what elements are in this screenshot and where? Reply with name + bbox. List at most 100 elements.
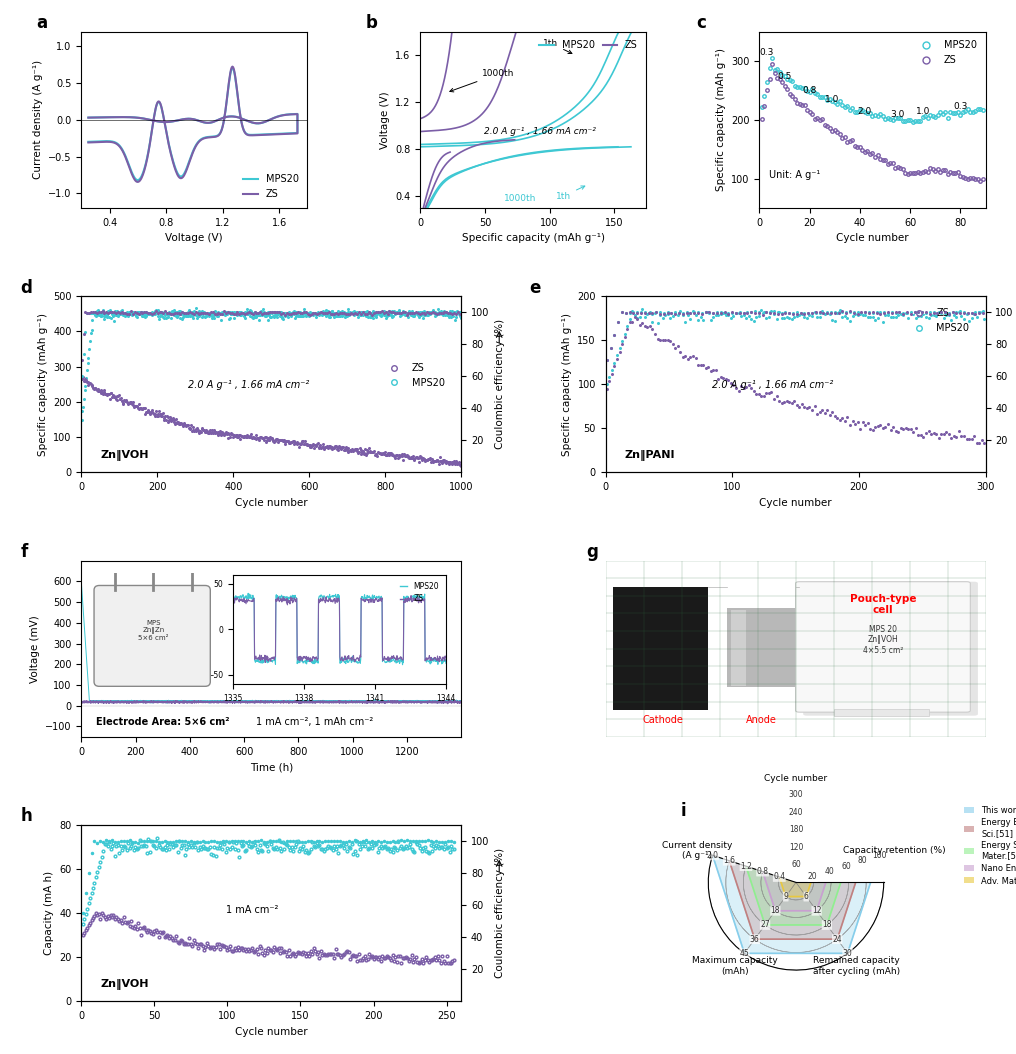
Y-axis label: Capacity (mA h): Capacity (mA h)	[44, 871, 54, 955]
Text: 27: 27	[760, 920, 770, 930]
MPS20	[191, 138, 203, 151]
ZS	[455, 696, 467, 708]
MPS20	[174, 696, 186, 708]
Line: MPS20: MPS20	[88, 69, 298, 180]
ZS	[194, 696, 206, 708]
ZS	[753, 387, 765, 399]
Text: 30: 30	[842, 949, 852, 958]
Text: 0.3: 0.3	[760, 48, 774, 57]
ZS	[220, 111, 233, 123]
Text: 60: 60	[841, 861, 851, 871]
Text: 0.5: 0.5	[777, 72, 791, 81]
Text: 1.0: 1.0	[915, 106, 930, 116]
MPS20	[82, 112, 94, 124]
MPS20	[184, 113, 196, 125]
ZS	[408, 697, 421, 709]
Text: 180: 180	[788, 825, 804, 835]
Text: h: h	[20, 807, 33, 825]
ZS	[184, 113, 196, 125]
Text: 1th: 1th	[544, 39, 572, 54]
ZS	[446, 457, 458, 470]
Line: MPS20: MPS20	[81, 307, 461, 421]
Text: 1 mA cm⁻², 1 mAh cm⁻²: 1 mA cm⁻², 1 mAh cm⁻²	[256, 717, 373, 726]
Text: Zn‖PANI: Zn‖PANI	[625, 450, 675, 462]
X-axis label: Cycle number: Cycle number	[836, 233, 908, 243]
ZS	[333, 695, 345, 707]
Text: Cathode: Cathode	[642, 715, 683, 725]
Y-axis label: Coulombic efficiency (%): Coulombic efficiency (%)	[495, 848, 505, 978]
ZS	[82, 136, 94, 149]
ZS	[227, 60, 239, 73]
ZS	[629, 310, 641, 323]
Line: MPS20: MPS20	[81, 581, 461, 703]
MPS20	[227, 62, 239, 75]
Text: 80: 80	[858, 856, 868, 865]
Text: 60: 60	[791, 860, 801, 870]
X-axis label: Specific capacity (mAh g⁻¹): Specific capacity (mAh g⁻¹)	[462, 233, 605, 243]
MPS20	[251, 695, 263, 707]
Text: 300: 300	[788, 790, 804, 799]
ZS	[865, 423, 877, 435]
ZS	[302, 696, 314, 708]
Y-axis label: Specific capacity (mAh g⁻¹): Specific capacity (mAh g⁻¹)	[562, 313, 572, 455]
Text: Zn‖VOH: Zn‖VOH	[101, 450, 148, 462]
Polygon shape	[779, 865, 813, 897]
Text: 1000th: 1000th	[450, 70, 515, 92]
MPS20	[816, 305, 828, 317]
Legend: MPS20, ZS: MPS20, ZS	[912, 37, 980, 70]
Line: MPS20: MPS20	[606, 309, 986, 385]
Text: 240: 240	[788, 807, 804, 817]
Line: ZS: ZS	[606, 316, 986, 445]
Text: Cycle number: Cycle number	[764, 775, 828, 783]
Text: g: g	[586, 543, 598, 561]
MPS20	[446, 305, 458, 317]
Text: 0.8: 0.8	[757, 867, 769, 876]
Text: 40: 40	[825, 867, 834, 876]
MPS20	[253, 117, 265, 130]
Text: 1.2: 1.2	[740, 861, 752, 871]
Text: 100: 100	[872, 851, 887, 860]
ZS	[75, 696, 87, 708]
Legend: ZS, MPS20: ZS, MPS20	[905, 305, 973, 337]
MPS20	[273, 128, 285, 140]
ZS	[253, 117, 265, 130]
Legend: MPS20, ZS: MPS20, ZS	[240, 171, 303, 203]
Polygon shape	[763, 847, 829, 911]
MPS20	[75, 413, 87, 426]
Y-axis label: Voltage (mV): Voltage (mV)	[29, 614, 40, 683]
ZS	[174, 696, 186, 708]
MPS20	[914, 310, 927, 323]
Polygon shape	[712, 795, 880, 954]
ZS	[281, 434, 294, 447]
MPS20	[302, 696, 314, 708]
Text: d: d	[20, 278, 33, 296]
MPS20	[727, 310, 740, 323]
Text: 3.0: 3.0	[890, 110, 905, 119]
Text: 24: 24	[832, 935, 842, 943]
Line: ZS: ZS	[81, 701, 461, 704]
MPS20	[194, 695, 206, 707]
Text: Anode: Anode	[746, 715, 777, 725]
Text: 12: 12	[812, 906, 821, 915]
Text: e: e	[529, 278, 541, 296]
Y-axis label: Current density (A g⁻¹): Current density (A g⁻¹)	[33, 60, 43, 179]
ZS	[442, 698, 454, 710]
Text: a: a	[37, 14, 47, 32]
Text: MPS 20
Zn‖VOH
4×5.5 cm²: MPS 20 Zn‖VOH 4×5.5 cm²	[863, 625, 903, 655]
MPS20	[132, 174, 144, 187]
FancyBboxPatch shape	[731, 610, 746, 686]
Text: Electrode Area: 5×6 cm²: Electrode Area: 5×6 cm²	[97, 717, 230, 726]
Y-axis label: Coulombic efficiency (%): Coulombic efficiency (%)	[495, 319, 505, 449]
ZS	[251, 696, 263, 708]
Text: 2.0 A g⁻¹ , 1.66 mA cm⁻²: 2.0 A g⁻¹ , 1.66 mA cm⁻²	[484, 126, 595, 136]
ZS	[273, 128, 285, 140]
Polygon shape	[729, 813, 863, 939]
MPS20	[82, 136, 94, 149]
Text: 2.0: 2.0	[706, 851, 718, 860]
ZS	[978, 437, 991, 450]
Text: 36: 36	[750, 935, 760, 943]
ZS	[455, 460, 467, 472]
MPS20	[256, 302, 268, 315]
Text: Unit: A g⁻¹: Unit: A g⁻¹	[768, 170, 820, 180]
MPS20	[801, 312, 813, 325]
